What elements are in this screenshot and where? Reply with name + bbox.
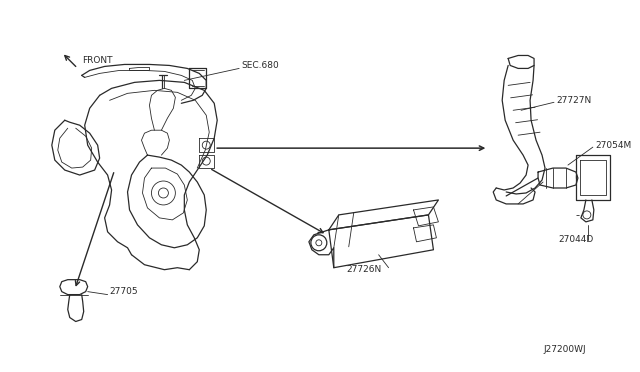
Text: J27200WJ: J27200WJ: [543, 345, 586, 354]
Text: SEC.680: SEC.680: [241, 61, 279, 70]
Text: 27054M: 27054M: [596, 141, 632, 150]
Text: FRONT: FRONT: [82, 56, 112, 65]
Text: 27727N: 27727N: [556, 96, 591, 105]
Text: 27705: 27705: [109, 287, 138, 296]
Text: 27044D: 27044D: [558, 235, 593, 244]
Text: 27726N: 27726N: [347, 265, 382, 274]
